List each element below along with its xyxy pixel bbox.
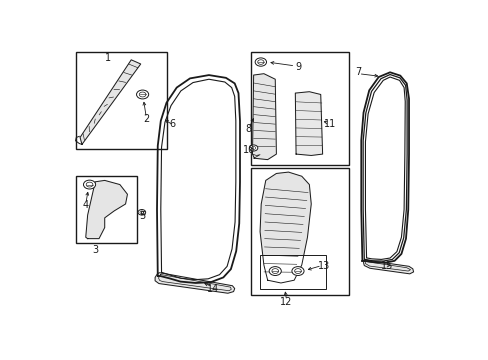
Polygon shape (155, 273, 234, 293)
Text: 11: 11 (324, 118, 336, 129)
Polygon shape (295, 92, 322, 156)
Text: 15: 15 (380, 261, 392, 271)
Polygon shape (260, 172, 311, 283)
Text: 3: 3 (92, 245, 98, 255)
Polygon shape (80, 60, 141, 144)
Text: 5: 5 (139, 211, 145, 221)
Polygon shape (252, 74, 276, 159)
Text: 12: 12 (280, 297, 292, 307)
Circle shape (83, 180, 96, 189)
Bar (250, 51, 348, 165)
Text: 14: 14 (206, 284, 219, 293)
Text: 4: 4 (82, 201, 89, 210)
Circle shape (249, 145, 257, 151)
Text: 7: 7 (355, 67, 361, 77)
Bar (76, 51, 167, 149)
Polygon shape (363, 260, 413, 274)
Text: 2: 2 (143, 114, 149, 125)
Bar (260, 255, 325, 288)
Text: 13: 13 (318, 261, 330, 271)
Circle shape (268, 267, 281, 275)
Circle shape (255, 58, 266, 66)
Text: 10: 10 (242, 145, 254, 155)
Circle shape (291, 267, 304, 275)
Text: 9: 9 (294, 62, 301, 72)
Circle shape (136, 90, 148, 99)
Bar (76, 176, 137, 243)
Bar (250, 168, 348, 296)
Text: 8: 8 (245, 124, 251, 134)
Circle shape (138, 210, 145, 215)
Text: 1: 1 (105, 53, 111, 63)
Text: 6: 6 (169, 118, 176, 129)
Polygon shape (85, 180, 127, 239)
